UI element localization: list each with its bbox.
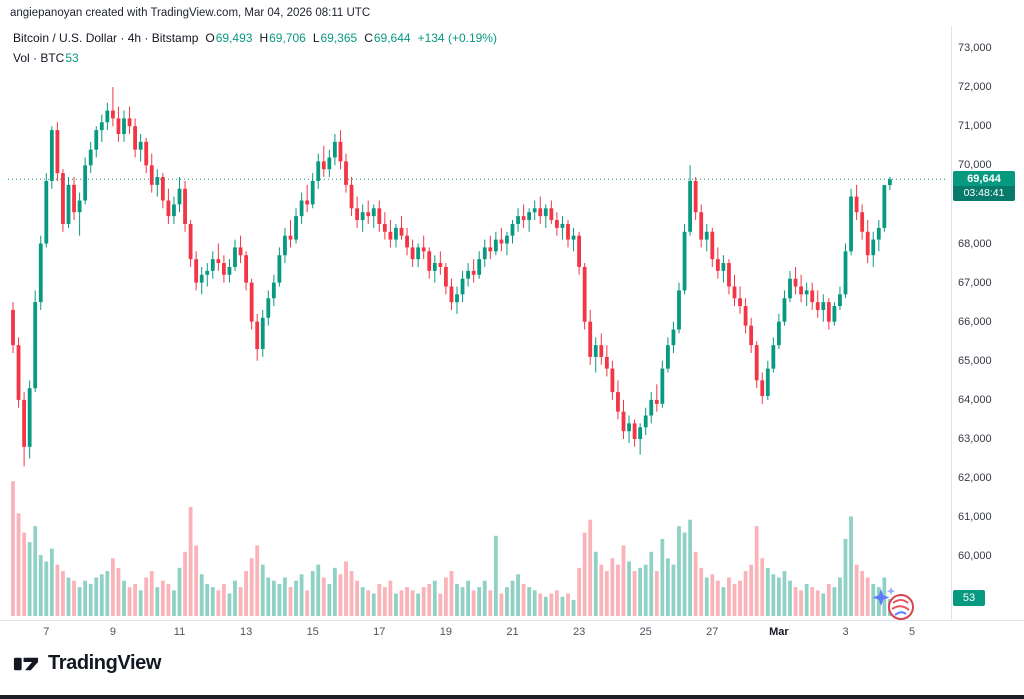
change-value: +134 (+0.19%) bbox=[417, 31, 497, 45]
sticker-stripe bbox=[891, 605, 910, 611]
sparkle-icon bbox=[872, 589, 890, 606]
sticker-stripe bbox=[894, 611, 907, 616]
time-axis-label: 19 bbox=[439, 626, 453, 638]
symbol-title[interactable]: Bitcoin / U.S. Dollar · 4h · Bitstamp bbox=[13, 31, 199, 45]
time-axis-label: 3 bbox=[842, 626, 849, 638]
time-axis-label: 9 bbox=[109, 626, 116, 638]
price-axis-label: 67,000 bbox=[958, 276, 992, 289]
time-axis-label: 5 bbox=[909, 626, 916, 638]
price-axis-label: 73,000 bbox=[958, 42, 992, 54]
attribution-text: angiepanoyan created with TradingView.co… bbox=[10, 7, 371, 19]
high-value: 69,706 bbox=[269, 31, 306, 45]
price-axis-label: 66,000 bbox=[958, 315, 992, 328]
sticker-stripe bbox=[892, 599, 909, 604]
volume-current-value: 53 bbox=[65, 51, 79, 65]
price-axis[interactable]: 73,000 72,000 71,000 70,000 68,000 67,000 66,0… bbox=[952, 0, 1024, 620]
price-axis-label: 63,000 bbox=[958, 433, 992, 445]
volume-badge[interactable]: 53 bbox=[953, 589, 985, 606]
price-axis-label: 60,000 bbox=[958, 550, 992, 563]
time-axis-label: 7 bbox=[43, 626, 50, 638]
price-axis-label: 65,000 bbox=[958, 354, 992, 367]
price-axis-label: 61,000 bbox=[958, 511, 992, 524]
open-label: O bbox=[205, 31, 215, 45]
tradingview-logo-icon bbox=[13, 657, 39, 671]
bottom-edge-bar bbox=[0, 695, 1024, 699]
legend-volume-row: Vol · BTC53 bbox=[13, 51, 497, 65]
volume-indicator-label[interactable]: Vol · BTC bbox=[13, 51, 65, 65]
close-label: C bbox=[364, 31, 373, 45]
price-axis-label: 70,000 bbox=[958, 159, 992, 172]
time-axis-label: Mar bbox=[769, 626, 789, 638]
time-axis-label: 17 bbox=[373, 626, 386, 638]
close-value: 69,644 bbox=[373, 31, 411, 45]
chart-legend: Bitcoin / U.S. Dollar · 4h · Bitstamp O69… bbox=[13, 31, 497, 65]
price-axis-label: 71,000 bbox=[958, 120, 992, 133]
low-label: L bbox=[312, 31, 320, 45]
price-axis-label: 72,000 bbox=[958, 81, 992, 94]
open-value: 69,493 bbox=[215, 31, 253, 45]
time-axis[interactable]: 7 9 11 13 15 17 19 21 23 25 27 Mar 3 5 bbox=[0, 621, 952, 645]
time-axis-label: 15 bbox=[306, 626, 319, 638]
time-axis-label: 13 bbox=[239, 626, 253, 638]
tradingview-footer[interactable]: TradingView bbox=[12, 650, 161, 677]
time-axis-label: 25 bbox=[639, 626, 652, 638]
low-value: 69,365 bbox=[320, 31, 358, 45]
high-label: H bbox=[259, 31, 269, 45]
small-sparkle-icon bbox=[886, 587, 896, 596]
price-axis-label: 68,000 bbox=[958, 237, 992, 250]
time-axis-label: 11 bbox=[173, 626, 186, 638]
time-axis-label: 23 bbox=[572, 626, 586, 638]
price-axis-label: 62,000 bbox=[958, 472, 992, 485]
sticker-decoration[interactable] bbox=[870, 584, 916, 622]
current-price-value: 69,644 bbox=[953, 171, 1015, 187]
tradingview-wordmark: TradingView bbox=[48, 652, 162, 674]
time-axis-label: 21 bbox=[506, 626, 519, 638]
time-axis-label: 27 bbox=[706, 626, 719, 638]
current-price-badge[interactable]: 69,644 03:48:41 bbox=[953, 171, 1015, 202]
legend-main-row: Bitcoin / U.S. Dollar · 4h · Bitstamp O69… bbox=[13, 31, 497, 45]
price-axis-label: 64,000 bbox=[958, 393, 992, 406]
bar-countdown: 03:48:41 bbox=[953, 186, 1015, 202]
